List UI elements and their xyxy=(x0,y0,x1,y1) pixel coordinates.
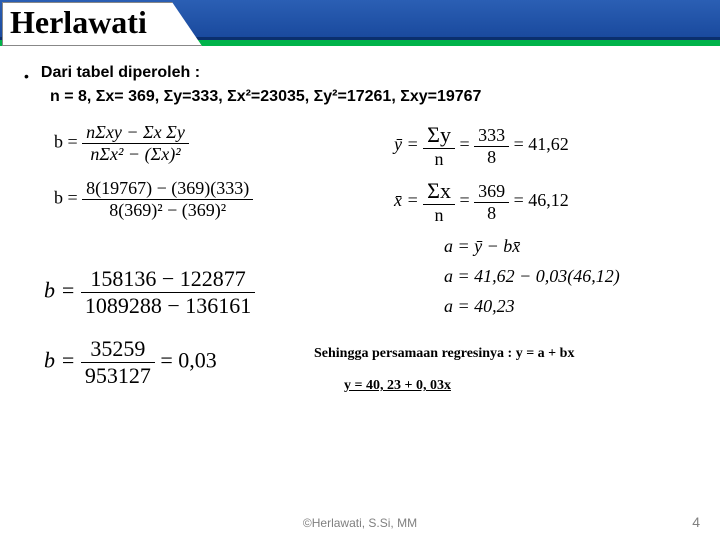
eq-den: nΣx² − (Σx)² xyxy=(90,144,180,164)
eq-text: a = 41,62 − 0,03(46,12) xyxy=(444,266,620,286)
eq-lhs: b = xyxy=(44,278,75,303)
conclusion-line2: y = 40, 23 + 0, 03x xyxy=(344,378,451,394)
eq-ybar: ȳ = Σy n = 333 8 = 41,62 xyxy=(394,122,569,170)
eq-lhs: b = xyxy=(54,188,78,208)
eq-result: = 0,03 xyxy=(160,348,216,373)
author-name: Herlawati xyxy=(10,4,147,41)
bullet-icon: • xyxy=(24,68,29,84)
eq-b-calc: b = 158136 − 122877 1089288 − 136161 xyxy=(44,266,255,319)
page-number: 4 xyxy=(692,514,700,530)
footer-credit: ©Herlawati, S.Si, MM xyxy=(303,516,417,530)
eq-a-formula: a = ȳ − bx̄ xyxy=(444,236,520,257)
bullet-line: • Dari tabel diperoleh : xyxy=(24,64,696,84)
eq-den: 953127 xyxy=(81,363,155,389)
eq-a-result: a = 40,23 xyxy=(444,296,515,317)
eq-num: Σy xyxy=(427,122,451,147)
eq-num: Σx xyxy=(427,178,451,203)
eq-lhs: b = xyxy=(44,348,75,373)
eq-den: 8 xyxy=(474,203,509,224)
equation-zone: b = nΣxy − Σx Σy nΣx² − (Σx)² b = 8(1976… xyxy=(24,116,696,436)
eq-result: = 46,12 xyxy=(514,190,569,210)
slide-header: Herlawati xyxy=(0,0,720,50)
eq-den: n xyxy=(423,149,455,170)
eq-num: 333 xyxy=(474,125,509,147)
eq-text: a = ȳ − bx̄ xyxy=(444,236,520,256)
eq-num: 8(19767) − (369)(333) xyxy=(82,178,253,200)
eq-lhs: x̄ = xyxy=(394,190,419,210)
eq-text: a = 40,23 xyxy=(444,296,515,316)
eq-b-formula: b = nΣxy − Σx Σy nΣx² − (Σx)² xyxy=(54,122,189,165)
eq-den: 8 xyxy=(474,147,509,168)
eq-result: = 41,62 xyxy=(514,134,569,154)
bullet-text: Dari tabel diperoleh : xyxy=(41,64,200,82)
eq-xbar: x̄ = Σx n = 369 8 = 46,12 xyxy=(394,178,569,226)
eq-num: 35259 xyxy=(81,336,155,363)
conclusion-line1: Sehingga persamaan regresinya : y = a + … xyxy=(314,346,574,362)
eq-den: 8(369)² − (369)² xyxy=(82,200,253,221)
eq-lhs: ȳ = xyxy=(394,134,419,154)
eq-num: 369 xyxy=(474,181,509,203)
eq-b-final: b = 35259 953127 = 0,03 xyxy=(44,336,217,389)
content-area: • Dari tabel diperoleh : n = 8, Σx= 369,… xyxy=(0,50,720,436)
eq-a-sub: a = 41,62 − 0,03(46,12) xyxy=(444,266,620,287)
eq-b-sub: b = 8(19767) − (369)(333) 8(369)² − (369… xyxy=(54,178,253,221)
summary-data: n = 8, Σx= 369, Σy=333, Σx²=23035, Σy²=1… xyxy=(50,88,696,106)
eq-den: n xyxy=(423,205,455,226)
eq-num: nΣxy − Σx Σy xyxy=(86,122,185,142)
eq-den: 1089288 − 136161 xyxy=(81,293,255,319)
eq-num: 158136 − 122877 xyxy=(81,266,255,293)
eq-lhs: b = xyxy=(54,132,78,152)
